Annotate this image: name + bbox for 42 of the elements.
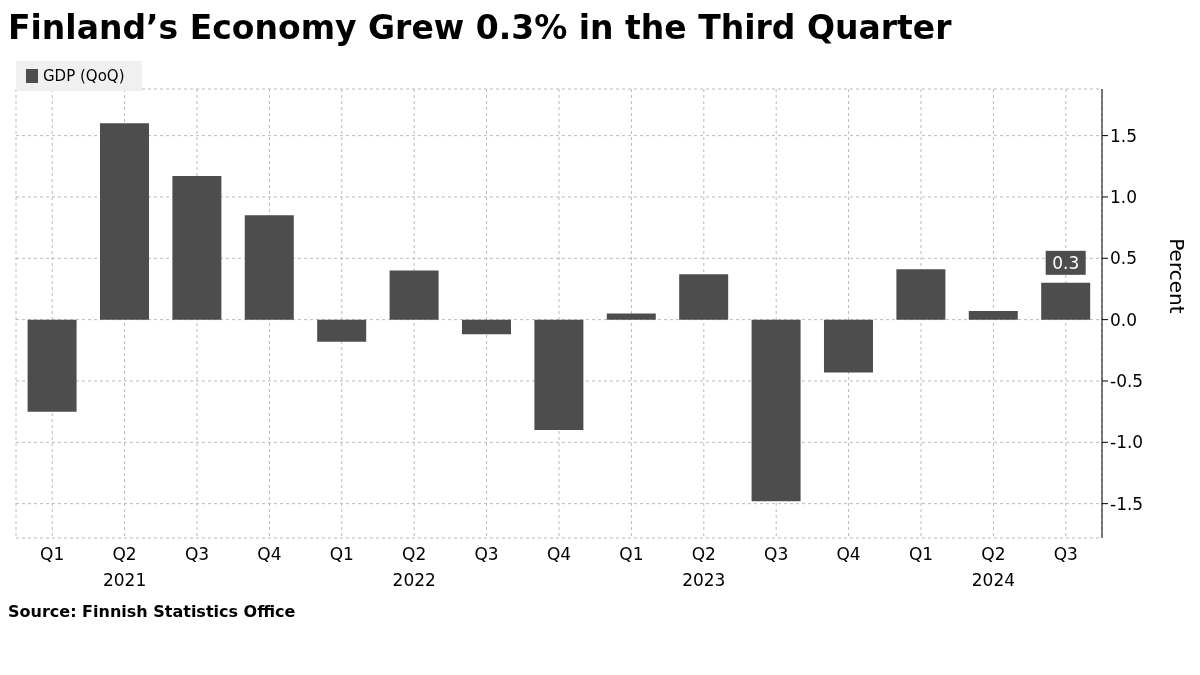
bar bbox=[317, 319, 367, 342]
bar bbox=[244, 215, 294, 320]
x-tick-label: Q1 bbox=[329, 544, 354, 564]
x-tick-label: Q3 bbox=[1053, 544, 1078, 564]
x-tick-label: Q2 2024 bbox=[971, 544, 1016, 590]
bar bbox=[27, 319, 77, 412]
bar bbox=[461, 319, 511, 335]
x-tick-label: Q2 2022 bbox=[392, 544, 436, 590]
bar bbox=[896, 269, 946, 320]
bar bbox=[99, 123, 149, 320]
bar bbox=[823, 319, 873, 373]
bar bbox=[751, 319, 801, 502]
x-tick-label: Q4 bbox=[836, 544, 861, 564]
x-tick-label: Q1 bbox=[619, 544, 644, 564]
bar bbox=[606, 313, 656, 320]
chart-title: Finland’s Economy Grew 0.3% in the Third Quarter bbox=[8, 8, 953, 49]
y-tick-label: -1.0 bbox=[1110, 432, 1144, 453]
x-tick-label: Q4 bbox=[546, 544, 572, 564]
x-tick-label: Q3 bbox=[184, 544, 210, 564]
bar bbox=[172, 176, 222, 320]
x-tick-label: Q2 2021 bbox=[102, 544, 147, 590]
y-tick-label: 0.5 bbox=[1110, 248, 1138, 269]
y-tick-label: -1.5 bbox=[1110, 493, 1144, 514]
data-label: 0.3 bbox=[1052, 252, 1080, 273]
bar bbox=[679, 274, 729, 320]
bar bbox=[968, 311, 1018, 320]
x-tick-label: Q1 bbox=[908, 544, 934, 564]
x-tick-label: Q1 bbox=[40, 544, 65, 564]
bar bbox=[534, 319, 584, 431]
y-tick-label: -0.5 bbox=[1110, 371, 1144, 392]
bar bbox=[389, 270, 439, 320]
source-note: Source: Finnish Statistics Office bbox=[8, 602, 297, 621]
x-tick-label: Q4 bbox=[257, 544, 282, 564]
y-tick-label: 0.0 bbox=[1110, 309, 1138, 330]
x-tick-label: Q2 2023 bbox=[682, 544, 726, 590]
legend-label: GDP (QoQ) bbox=[42, 67, 125, 85]
y-tick-label: 1.0 bbox=[1110, 186, 1138, 207]
y-axis-title: Percent bbox=[1164, 238, 1189, 314]
bar bbox=[1041, 282, 1091, 320]
y-tick-label: 1.5 bbox=[1110, 125, 1138, 146]
x-tick-label: Q3 bbox=[474, 544, 499, 564]
x-tick-label: Q3 bbox=[764, 544, 789, 564]
